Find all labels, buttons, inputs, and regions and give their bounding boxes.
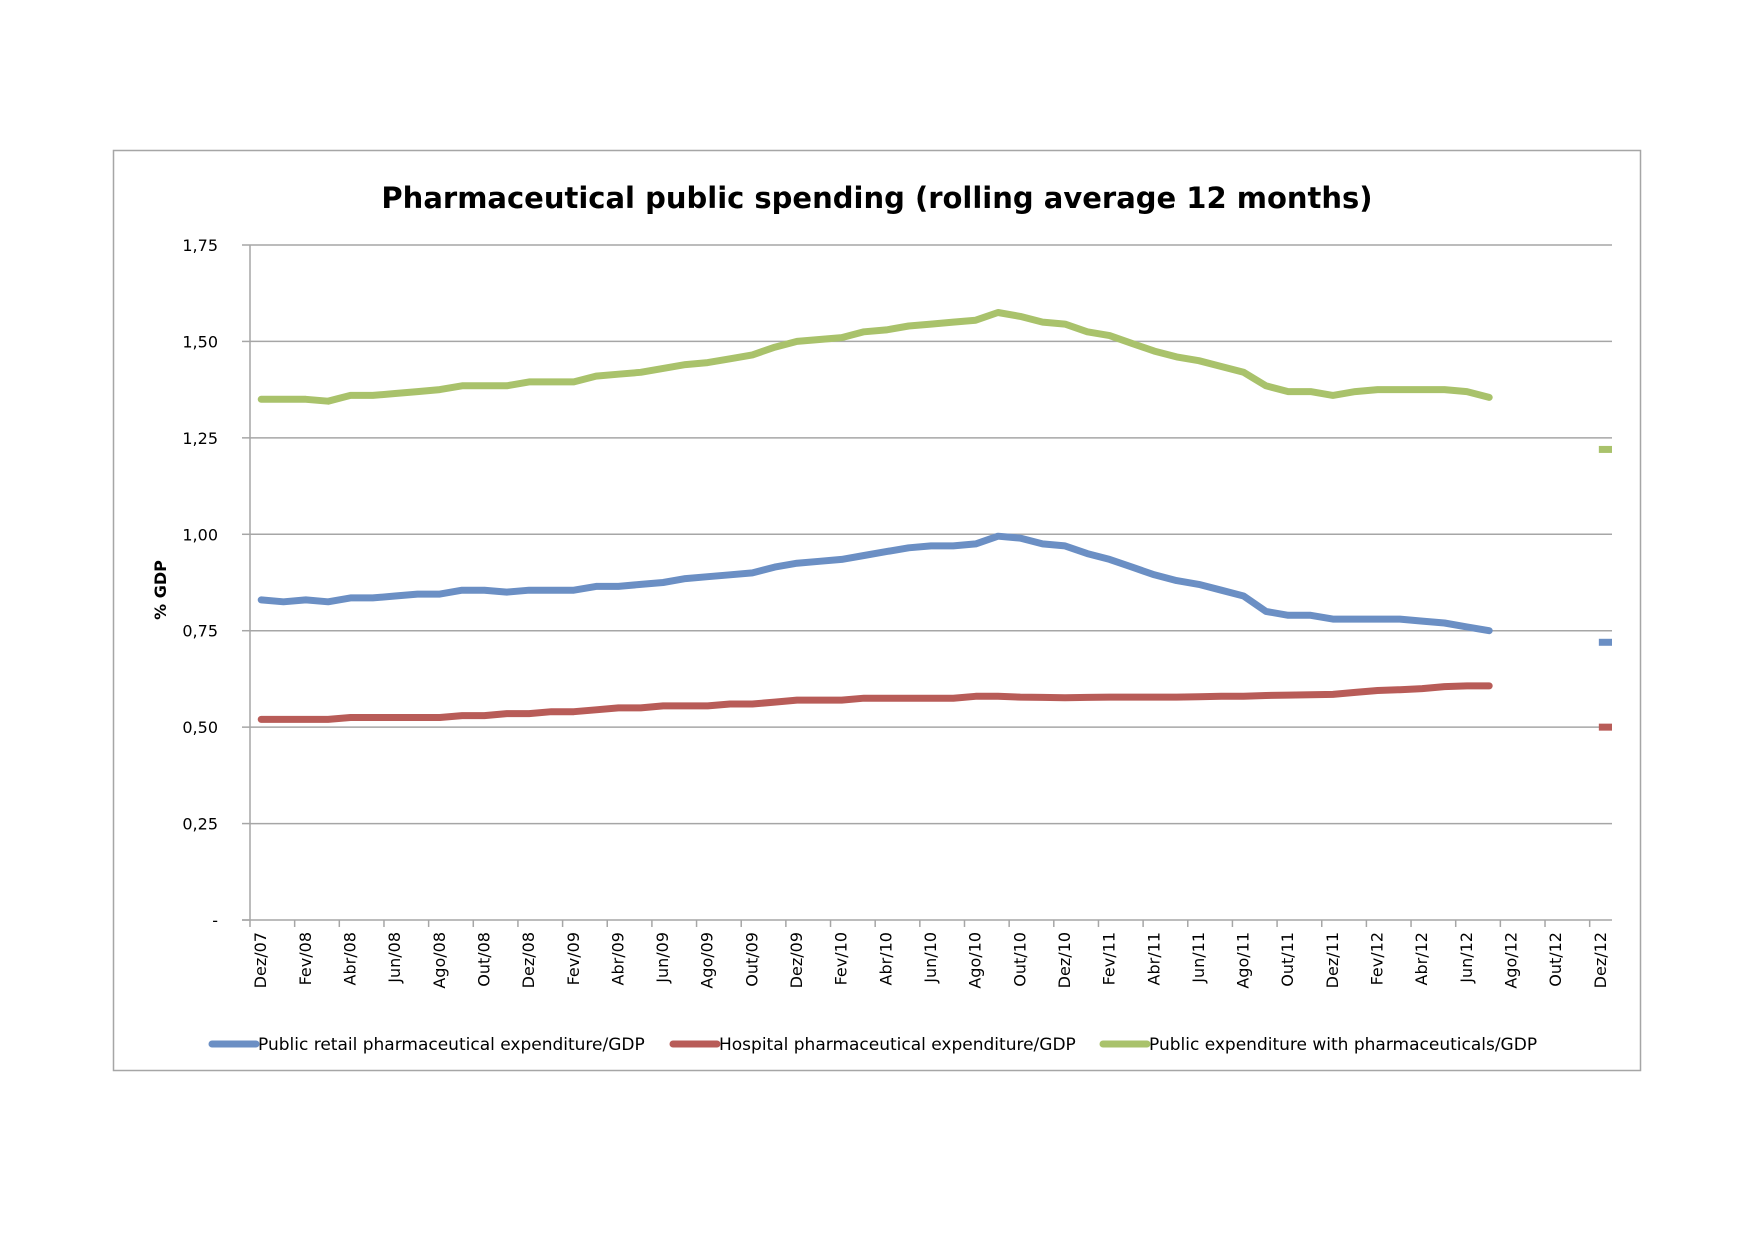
y-axis-label: % GDP <box>151 560 170 620</box>
x-tick-label: Out/11 <box>1278 932 1297 987</box>
x-tick-label: Fev/09 <box>564 932 583 985</box>
chart-title: Pharmaceutical public spending (rolling … <box>381 181 1372 215</box>
x-tick-label: Dez/12 <box>1591 932 1610 988</box>
x-tick-label: Dez/09 <box>787 932 806 988</box>
legend-label: Hospital pharmaceutical expenditure/GDP <box>719 1035 1076 1055</box>
x-tick-label: Dez/07 <box>251 932 270 988</box>
x-tick-label: Jun/08 <box>385 932 404 984</box>
legend-label: Public expenditure with pharmaceuticals/… <box>1149 1035 1537 1055</box>
y-tick-label: 0,50 <box>182 718 218 737</box>
x-tick-label: Dez/11 <box>1323 932 1342 988</box>
y-tick-label: - <box>212 911 218 930</box>
x-tick-label: Abr/09 <box>608 932 627 985</box>
series-line <box>257 682 1493 723</box>
y-tick-label: 1,25 <box>182 429 218 448</box>
x-tick-label: Fev/12 <box>1368 932 1387 985</box>
x-tick-label: Ago/11 <box>1234 932 1253 989</box>
y-tick-label: 1,75 <box>182 236 218 255</box>
legend: Public retail pharmaceutical expenditure… <box>208 1035 1537 1055</box>
x-tick-label: Jun/09 <box>653 932 672 984</box>
x-axis: Dez/07 Fev/08 Abr/08 Jun/08 Ago/08 Out/08 Dez/… <box>242 245 1612 989</box>
x-tick-label: Out/12 <box>1546 932 1565 987</box>
x-tick-label: Abr/08 <box>340 932 359 985</box>
series-lines <box>257 309 1612 731</box>
x-tick-label: Out/10 <box>1010 932 1029 987</box>
x-tick-label: Ago/12 <box>1502 932 1521 989</box>
x-tick-label: Abr/12 <box>1412 932 1431 985</box>
x-tick-label: Ago/08 <box>430 932 449 989</box>
x-tick-label: Jun/12 <box>1457 932 1476 984</box>
y-tick-label: 1,00 <box>182 525 218 544</box>
y-axis-ticks: - 0,25 0,50 0,75 1,00 1,25 1,50 1,75 <box>182 236 250 930</box>
x-tick-label: Out/09 <box>742 932 761 987</box>
chart-frame <box>112 149 1642 1072</box>
series-line <box>257 309 1493 405</box>
x-tick-label: Ago/09 <box>698 932 717 989</box>
x-tick-label: Dez/10 <box>1055 932 1074 988</box>
y-tick-label: 1,50 <box>182 332 218 351</box>
y-tick-label: 0,75 <box>182 622 218 641</box>
y-tick-label: 0,25 <box>182 815 218 834</box>
x-tick-label: Abr/10 <box>876 932 895 985</box>
x-tick-label: Abr/11 <box>1144 932 1163 985</box>
x-tick-label: Fev/10 <box>832 932 851 985</box>
series-line <box>257 532 1493 635</box>
x-tick-label: Ago/10 <box>966 932 985 989</box>
legend-label: Public retail pharmaceutical expenditure… <box>258 1035 645 1055</box>
x-tick-label: Jun/11 <box>1189 932 1208 984</box>
x-tick-label: Fev/08 <box>296 932 315 985</box>
x-tick-label: Jun/10 <box>921 932 940 984</box>
x-tick-label: Dez/08 <box>519 932 538 988</box>
gridlines <box>250 244 1612 825</box>
x-tick-label: Fev/11 <box>1100 932 1119 985</box>
x-tick-label: Out/08 <box>474 932 493 987</box>
